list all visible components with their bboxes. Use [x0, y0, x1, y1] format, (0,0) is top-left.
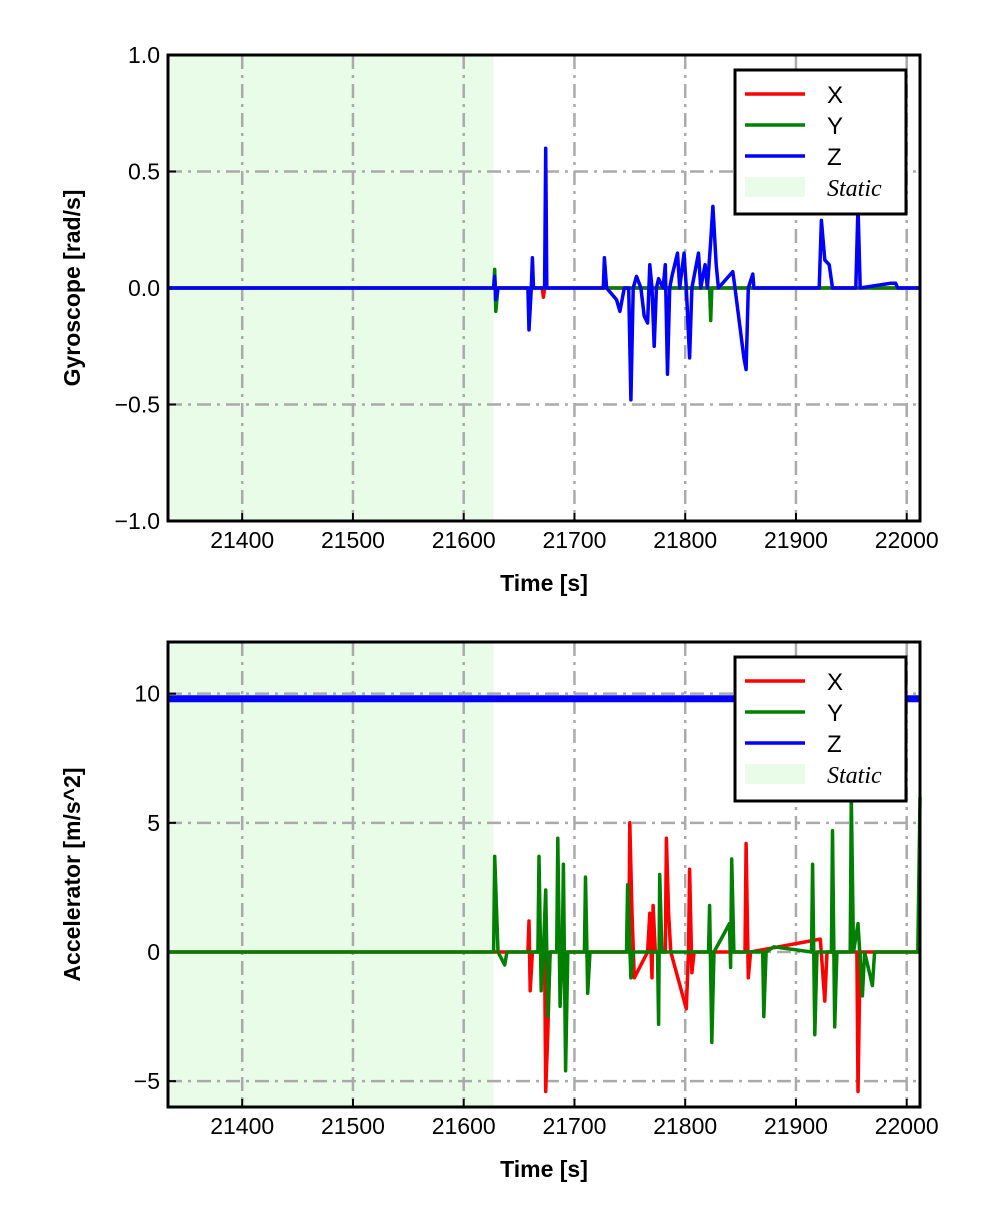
x-tick-label: 21500	[321, 1113, 385, 1139]
x-axis-label: Time [s]	[500, 570, 588, 596]
y-axis-label: Gyroscope [rad/s]	[59, 190, 85, 387]
y-tick-label: 0.0	[128, 275, 160, 301]
y-tick-label: 1.0	[128, 42, 160, 68]
y-tick-label: 0	[147, 939, 160, 965]
legend-label: X	[827, 669, 843, 696]
x-tick-label: 22000	[875, 1113, 939, 1139]
x-tick-label: 22000	[875, 527, 939, 553]
legend-label: Y	[827, 113, 843, 140]
legend-swatch-static	[745, 177, 805, 197]
legend-label: Static	[827, 176, 882, 202]
legend-label: Z	[827, 731, 842, 758]
x-tick-label: 21800	[653, 527, 717, 553]
x-tick-label: 21400	[210, 527, 274, 553]
x-tick-label: 21600	[432, 527, 496, 553]
series-line-x	[168, 821, 920, 1094]
series-line-y	[168, 795, 922, 1073]
y-tick-label: 10	[134, 681, 160, 707]
legend-label: Z	[827, 144, 842, 171]
plot-frame	[166, 53, 922, 523]
x-tick-label: 21600	[432, 1113, 496, 1139]
series-line-z	[168, 146, 920, 402]
y-tick-label: −5	[134, 1068, 160, 1094]
gyroscope-chart: 21400 21500 21600 21700 21800 21900 22000 −1.0 −…	[59, 42, 939, 596]
legend-label: Y	[827, 700, 843, 727]
legend-swatch-static	[745, 764, 805, 784]
plot-frame	[166, 640, 922, 1109]
x-tick-label: 21400	[210, 1113, 274, 1139]
legend-label: X	[827, 82, 843, 109]
x-tick-label: 21800	[653, 1113, 717, 1139]
x-tick-label: 21700	[542, 1113, 606, 1139]
y-tick-label: −0.5	[115, 392, 160, 418]
legend: XYZ Static	[733, 655, 908, 803]
y-tick-label: −1.0	[115, 508, 160, 534]
x-tick-label: 21900	[764, 527, 828, 553]
x-axis-label: Time [s]	[500, 1156, 588, 1182]
accelerometer-chart: 21400 21500 21600 21700 21800 21900 22000 −5 0 5 1…	[59, 640, 939, 1182]
x-tick-label: 21500	[321, 527, 385, 553]
x-tick-label: 21900	[764, 1113, 828, 1139]
x-tick-label: 21700	[542, 527, 606, 553]
legend: XYZ Static	[733, 68, 908, 216]
y-tick-label: 5	[147, 810, 160, 836]
static-region	[168, 642, 494, 1107]
y-tick-label: 0.5	[128, 159, 160, 185]
legend-label: Static	[827, 763, 882, 789]
y-axis-label: Accelerator [m/s^2]	[59, 767, 85, 981]
